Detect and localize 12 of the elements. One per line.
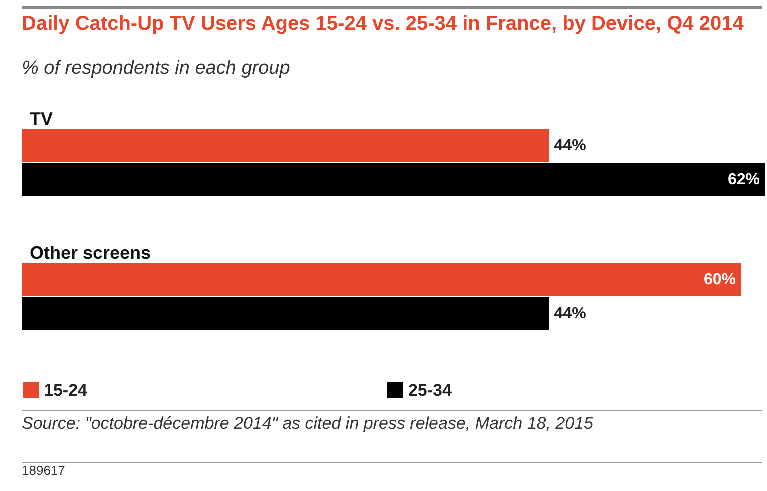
y-tick-label: TV: [30, 109, 54, 129]
chart-title: Daily Catch-Up TV Users Ages 15-24 vs. 25-34 in France, by Device, Q4 2014: [22, 6, 762, 35]
legend-label: 15-24: [44, 381, 88, 400]
chart-subtitle: % of respondents in each group: [22, 58, 290, 80]
legend-label: 25-34: [408, 381, 453, 400]
source-note: Source: "octobre-décembre 2014" as cited in press release, March 18, 2015: [22, 410, 762, 433]
data-label: 62%: [728, 171, 760, 188]
data-label: 44%: [554, 305, 586, 322]
data-label: 44%: [554, 138, 586, 155]
y-tick-label: Other screens: [30, 243, 152, 263]
text: 189617: [22, 462, 762, 478]
data-label: 60%: [704, 272, 736, 289]
